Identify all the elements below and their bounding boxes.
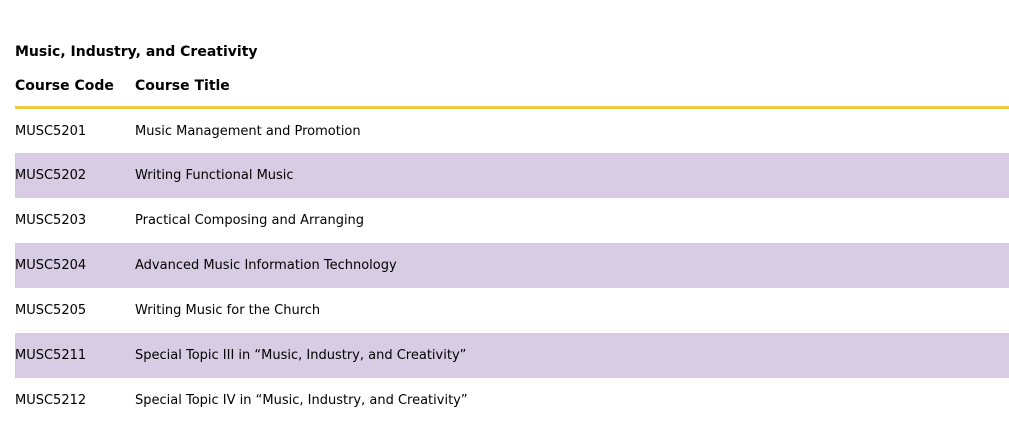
column-header-course-code: Course Code — [15, 66, 135, 109]
course-title-cell: Music Management and Promotion — [135, 123, 361, 139]
table-row: MUSC5204 Advanced Music Information Tech… — [15, 243, 1009, 288]
table-header-row: Course Code Course Title — [15, 66, 1009, 109]
course-code-cell: MUSC5203 — [15, 213, 87, 228]
course-title-cell: Writing Functional Music — [135, 153, 1009, 198]
table-row: MUSC5202 Writing Functional Music — [15, 153, 1009, 198]
table-row: MUSC5212 Special Topic IV in “Music, Ind… — [15, 378, 1009, 423]
course-title-cell: Practical Composing and Arranging — [135, 213, 365, 228]
table-row: MUSC5201 Music Management and Promotion — [15, 108, 1009, 154]
table-row: MUSC5203 Practical Composing and Arrangi… — [15, 198, 1009, 243]
course-title-cell: Special Topic IV in “Music, Industry, an… — [135, 393, 468, 408]
course-title-cell: Writing Music for the Church — [135, 303, 321, 318]
course-code-cell: MUSC5201 — [15, 123, 87, 139]
course-code-cell: MUSC5205 — [15, 303, 87, 318]
column-header-course-title: Course Title — [135, 66, 1009, 109]
course-title-cell: Special Topic III in “Music, Industry, a… — [135, 333, 1009, 378]
course-code-cell: MUSC5204 — [15, 243, 135, 288]
table-row: MUSC5211 Special Topic III in “Music, In… — [15, 333, 1009, 378]
course-code-cell: MUSC5202 — [15, 153, 135, 198]
course-table: Course Code Course Title MUSC5201 Music … — [15, 66, 1009, 423]
section-title: Music, Industry, and Creativity — [15, 44, 258, 60]
course-code-cell: MUSC5211 — [15, 333, 135, 378]
course-title-cell: Advanced Music Information Technology — [135, 243, 1009, 288]
table-row: MUSC5205 Writing Music for the Church — [15, 288, 1009, 333]
course-code-cell: MUSC5212 — [15, 393, 87, 408]
